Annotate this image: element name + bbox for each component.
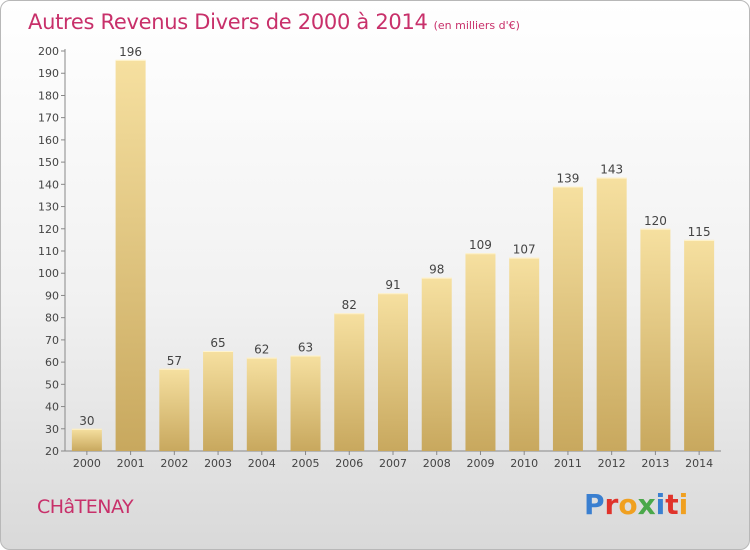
x-tick-label: 2006 bbox=[335, 457, 363, 470]
x-tick-label: 2008 bbox=[423, 457, 451, 470]
x-tick-label: 2009 bbox=[466, 457, 494, 470]
bar-2013 bbox=[640, 228, 671, 451]
x-tick-label: 2004 bbox=[248, 457, 276, 470]
logo-letter: x bbox=[637, 488, 656, 521]
data-label-2001: 196 bbox=[119, 45, 142, 59]
y-tick-label: 60 bbox=[45, 356, 59, 369]
data-label-2013: 120 bbox=[644, 214, 667, 228]
y-tick-label: 170 bbox=[38, 112, 59, 125]
y-tick-label: 120 bbox=[38, 223, 59, 236]
y-tick-label: 200 bbox=[38, 45, 59, 58]
bar-2002 bbox=[159, 368, 190, 451]
data-label-2012: 143 bbox=[600, 163, 623, 177]
bar-2011 bbox=[552, 186, 583, 452]
chart-title: Autres Revenus Divers de 2000 à 2014 (en … bbox=[28, 10, 520, 34]
logo-letter: P bbox=[584, 488, 605, 521]
y-tick-label: 180 bbox=[38, 89, 59, 102]
bar-2008 bbox=[421, 277, 452, 451]
data-label-2008: 98 bbox=[429, 263, 444, 277]
logo-letter: i bbox=[678, 488, 689, 521]
data-labels: 30 196 57 65 62 63 82 91 98 109 107 139 143 120 115 bbox=[79, 45, 710, 428]
data-label-2006: 82 bbox=[342, 298, 357, 312]
x-tick-label: 2012 bbox=[598, 457, 626, 470]
data-label-2000: 30 bbox=[79, 414, 94, 428]
data-label-2004: 62 bbox=[254, 343, 269, 357]
bar-2014 bbox=[684, 239, 715, 451]
bar-2004 bbox=[246, 357, 277, 451]
bar-2012 bbox=[596, 177, 627, 451]
data-label-2009: 109 bbox=[469, 238, 492, 252]
y-tick-label: 190 bbox=[38, 67, 59, 80]
data-label-2014: 115 bbox=[688, 225, 711, 239]
proxiti-logo[interactable]: Proxiti bbox=[584, 488, 688, 521]
data-label-2003: 65 bbox=[210, 336, 225, 350]
x-tick-label: 2003 bbox=[204, 457, 232, 470]
logo-letter: i bbox=[655, 488, 666, 521]
y-tick-label: 110 bbox=[38, 245, 59, 258]
y-tick-label: 70 bbox=[45, 334, 59, 347]
y-tick-label: 140 bbox=[38, 178, 59, 191]
y-tick-label: 80 bbox=[45, 312, 59, 325]
y-tick-label: 160 bbox=[38, 134, 59, 147]
y-tick-label: 40 bbox=[45, 401, 59, 414]
x-tick-label: 2005 bbox=[292, 457, 320, 470]
y-tick-label: 90 bbox=[45, 289, 59, 302]
bar-2001 bbox=[115, 59, 146, 452]
chart-subtitle: (en milliers d'€) bbox=[433, 19, 520, 32]
x-tick-label: 2000 bbox=[73, 457, 101, 470]
data-label-2002: 57 bbox=[167, 354, 182, 368]
x-tick-label: 2011 bbox=[554, 457, 582, 470]
bar-2007 bbox=[378, 293, 408, 451]
y-tick-label: 50 bbox=[45, 378, 59, 391]
bar-2009 bbox=[465, 253, 496, 451]
bar-2003 bbox=[203, 351, 234, 451]
y-tick-label: 20 bbox=[45, 445, 59, 458]
x-tick-label: 2010 bbox=[510, 457, 538, 470]
x-tick-label: 2002 bbox=[160, 457, 188, 470]
bar-2006 bbox=[334, 313, 365, 451]
axes: 20 30 40 50 60 70 80 90 100 110 120 130 140 150 160 170… bbox=[38, 45, 721, 470]
y-tick-label: 100 bbox=[38, 267, 59, 280]
data-label-2010: 107 bbox=[513, 243, 536, 257]
bar-2000 bbox=[71, 428, 102, 451]
data-label-2011: 139 bbox=[556, 172, 579, 186]
chart-title-text: Autres Revenus Divers de 2000 à 2014 bbox=[28, 10, 428, 34]
data-label-2005: 63 bbox=[298, 340, 313, 354]
city-name: CHâTENAY bbox=[37, 496, 134, 518]
x-tick-label: 2007 bbox=[379, 457, 407, 470]
x-tick-label: 2013 bbox=[641, 457, 669, 470]
y-tick-label: 30 bbox=[45, 423, 59, 436]
logo-letter: o bbox=[618, 488, 638, 521]
bar-2005 bbox=[290, 355, 321, 451]
x-tick-label: 2014 bbox=[685, 457, 713, 470]
data-label-2007: 91 bbox=[385, 278, 400, 292]
logo-letter: r bbox=[604, 488, 619, 521]
bar-2010 bbox=[509, 257, 540, 451]
x-tick-label: 2001 bbox=[117, 457, 145, 470]
logo-letter: t bbox=[665, 488, 679, 521]
bars bbox=[71, 59, 715, 452]
y-tick-label: 150 bbox=[38, 156, 59, 169]
y-tick-label: 130 bbox=[38, 201, 59, 214]
